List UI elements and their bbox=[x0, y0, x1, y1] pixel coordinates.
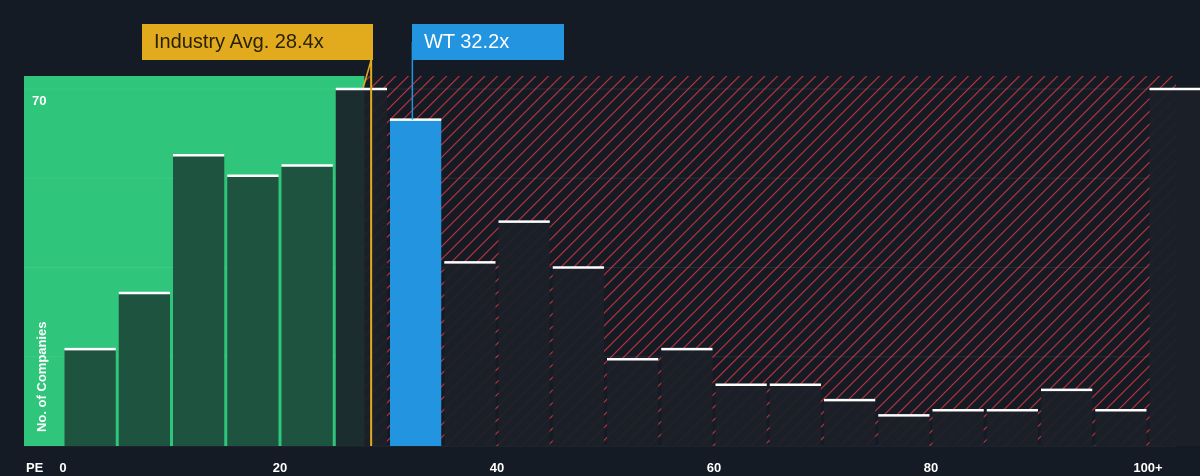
histogram-bar bbox=[335, 89, 387, 446]
y-tick-label: 70 bbox=[32, 93, 46, 108]
histogram-bar bbox=[607, 359, 659, 446]
x-tick-label: 40 bbox=[490, 460, 504, 475]
histogram-bar bbox=[986, 410, 1038, 446]
histogram-bar bbox=[769, 384, 821, 446]
histogram-bar bbox=[173, 155, 225, 447]
histogram-bar bbox=[1149, 89, 1200, 446]
x-tick-label: 100+ bbox=[1133, 460, 1163, 475]
x-tick-labels: 0 20 40 60 80 100+ bbox=[59, 460, 1163, 475]
histogram-bar bbox=[715, 384, 767, 446]
histogram-bar bbox=[1095, 410, 1147, 446]
histogram-bar bbox=[932, 410, 984, 446]
bars bbox=[64, 87, 1200, 447]
x-tick-label: 0 bbox=[59, 460, 66, 475]
histogram-bar bbox=[390, 119, 442, 446]
x-tick-label: 20 bbox=[273, 460, 287, 475]
histogram-bar bbox=[118, 293, 170, 446]
histogram-bar bbox=[64, 349, 116, 446]
histogram-bar bbox=[661, 349, 713, 446]
histogram-bar bbox=[498, 221, 550, 446]
histogram-bar bbox=[552, 267, 604, 446]
x-axis-label: PE bbox=[26, 460, 44, 475]
x-tick-label: 80 bbox=[924, 460, 938, 475]
x-tick-label: 60 bbox=[707, 460, 721, 475]
histogram-bar bbox=[444, 262, 496, 446]
histogram-bar bbox=[281, 165, 333, 446]
histogram-bar bbox=[1041, 389, 1093, 446]
histogram-bar bbox=[227, 175, 279, 446]
company-pe-callout: WT 32.2x bbox=[412, 24, 564, 60]
industry-average-callout: Industry Avg. 28.4x bbox=[142, 24, 373, 60]
industry-callout-pointer bbox=[362, 59, 372, 89]
histogram-bar bbox=[824, 400, 876, 446]
y-axis-label: No. of Companies bbox=[34, 321, 49, 432]
histogram-bar bbox=[878, 415, 930, 446]
